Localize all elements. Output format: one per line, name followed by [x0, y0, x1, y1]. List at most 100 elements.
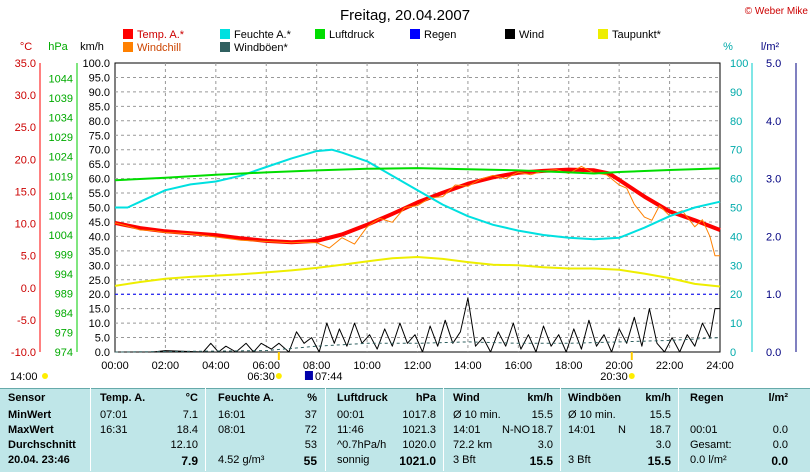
- temp-tick-label: 15.0: [15, 186, 36, 198]
- humidity-tick-label: 20: [730, 289, 742, 301]
- legend-label: Feuchte A.*: [234, 29, 292, 41]
- rain-tick-label: 2.0: [766, 231, 781, 243]
- table-cell: 18.7: [531, 424, 553, 436]
- humidity-tick-label: 10: [730, 318, 742, 330]
- legend-label: Taupunkt*: [612, 29, 662, 41]
- table-header-cell: Windböen: [568, 392, 622, 404]
- wind-tick-label: 65.0: [89, 159, 110, 171]
- solar-noon-label: 07:44: [315, 371, 343, 380]
- table-header-cell: °C: [185, 392, 198, 404]
- wind-tick-label: 20.0: [89, 289, 110, 301]
- table-cell: 14:01: [453, 424, 481, 436]
- table-cell: 1021.3: [402, 424, 436, 436]
- table-cell: 1021.0: [399, 454, 436, 468]
- wind-tick-label: 55.0: [89, 188, 110, 200]
- sunset-marker-label: 20:30: [600, 371, 628, 380]
- table-cell: 15.5: [531, 409, 553, 421]
- current-time-label: 14:00: [10, 371, 38, 380]
- humidity-tick-label: 70: [730, 145, 742, 157]
- x-tick-label: 24:00: [706, 360, 734, 372]
- series-line: [115, 148, 721, 241]
- statistics-table: [0, 388, 810, 472]
- legend-swatch: [410, 29, 420, 39]
- series-line: [114, 165, 720, 257]
- table-cell: 4.52 g/m³: [218, 454, 265, 466]
- humidity-tick-label: 40: [730, 231, 742, 243]
- pressure-tick-label: 1024: [49, 152, 73, 164]
- table-cell: 72.2 km: [453, 439, 493, 451]
- table-cell: 0.0: [772, 439, 788, 451]
- humidity-tick-label: 60: [730, 174, 742, 186]
- humidity-tick-label: 30: [730, 260, 742, 272]
- wind-tick-label: 0.0: [95, 347, 110, 359]
- table-column-divider: [325, 388, 326, 471]
- temp-tick-label: 5.0: [21, 251, 36, 263]
- chart-legend: Temp. A.*Windchill Feuchte A.*Windböen* Lu…: [123, 29, 662, 54]
- table-cell: 20.04. 23:46: [8, 454, 70, 466]
- table-cell: Durchschnitt: [8, 439, 76, 451]
- legend-label: Windchill: [137, 42, 181, 54]
- legend-label: Windböen*: [234, 42, 289, 54]
- table-column-divider: [443, 388, 444, 471]
- temp-tick-label: -10.0: [11, 347, 36, 359]
- legend-label: Wind: [519, 29, 544, 41]
- wind-tick-label: 85.0: [89, 101, 110, 113]
- table-row: MaxWert 16:31 18.4 08:01 72 11:46 1021.3 14:01 N…: [0, 424, 810, 439]
- table-cell: 15.5: [647, 454, 671, 468]
- humidity-tick-label: 90: [730, 87, 742, 99]
- table-column-divider: [678, 388, 679, 471]
- pressure-tick-label: 1009: [49, 210, 73, 222]
- table-cell: 18.7: [649, 424, 671, 436]
- table-column-divider: [90, 388, 91, 471]
- humidity-unit: %: [723, 41, 733, 53]
- wind-tick-label: 45.0: [89, 217, 110, 229]
- rain-tick-label: 5.0: [766, 58, 781, 70]
- sun-icon: [42, 373, 48, 379]
- x-tick-label: 14:00: [454, 360, 482, 372]
- wind-tick-label: 50.0: [89, 203, 110, 215]
- table-cell: 3.0: [537, 439, 553, 451]
- rain-tick-label: 0.0: [766, 347, 781, 359]
- pressure-tick-label: 1029: [49, 132, 73, 144]
- wind-tick-label: 70.0: [89, 145, 110, 157]
- table-cell: 3 Bft: [453, 454, 476, 466]
- table-header-cell: km/h: [527, 392, 553, 404]
- table-cell: MaxWert: [8, 424, 54, 436]
- table-header-cell: km/h: [645, 392, 671, 404]
- legend-swatch: [598, 29, 608, 39]
- temp-tick-label: 0.0: [21, 283, 36, 295]
- table-cell: 37: [304, 409, 317, 421]
- legend-swatch: [505, 29, 515, 39]
- legend-label: Luftdruck: [329, 29, 375, 41]
- pressure-tick-label: 984: [55, 308, 73, 320]
- x-tick-label: 04:00: [202, 360, 230, 372]
- chart-markers: 06:30 20:30 07:44 14:00: [10, 352, 635, 380]
- rain-tick-label: 3.0: [766, 174, 781, 186]
- temp-tick-label: 10.0: [15, 219, 36, 231]
- table-column-divider: [560, 388, 561, 471]
- table-cell: N: [618, 424, 626, 436]
- table-cell: 1017.8: [402, 409, 436, 421]
- table-header-cell: Sensor: [8, 392, 46, 404]
- legend-swatch: [123, 42, 133, 52]
- table-cell: 0.0: [772, 424, 788, 436]
- table-cell: 15.5: [529, 454, 553, 468]
- table-cell: Gesamt:: [690, 439, 732, 451]
- pressure-tick-label: 1039: [49, 93, 73, 105]
- table-cell: 16:01: [218, 409, 246, 421]
- series-line: [114, 256, 721, 288]
- moon-icon: [304, 371, 313, 380]
- chart-grid: [114, 62, 721, 353]
- x-tick-label: 08:00: [303, 360, 331, 372]
- wind-tick-label: 15.0: [89, 304, 110, 316]
- wind-tick-label: 60.0: [89, 174, 110, 186]
- table-cell: 7.1: [182, 409, 198, 421]
- legend-label: Regen: [424, 29, 456, 41]
- wind-tick-label: 30.0: [89, 260, 110, 272]
- pressure-tick-label: 1019: [49, 171, 73, 183]
- table-cell: sonnig: [337, 454, 370, 466]
- pressure-tick-label: 1004: [49, 230, 73, 242]
- table-cell: ^0.7hPa/h: [337, 439, 387, 451]
- rain-unit: l/m²: [761, 41, 780, 53]
- wind-tick-label: 80.0: [89, 116, 110, 128]
